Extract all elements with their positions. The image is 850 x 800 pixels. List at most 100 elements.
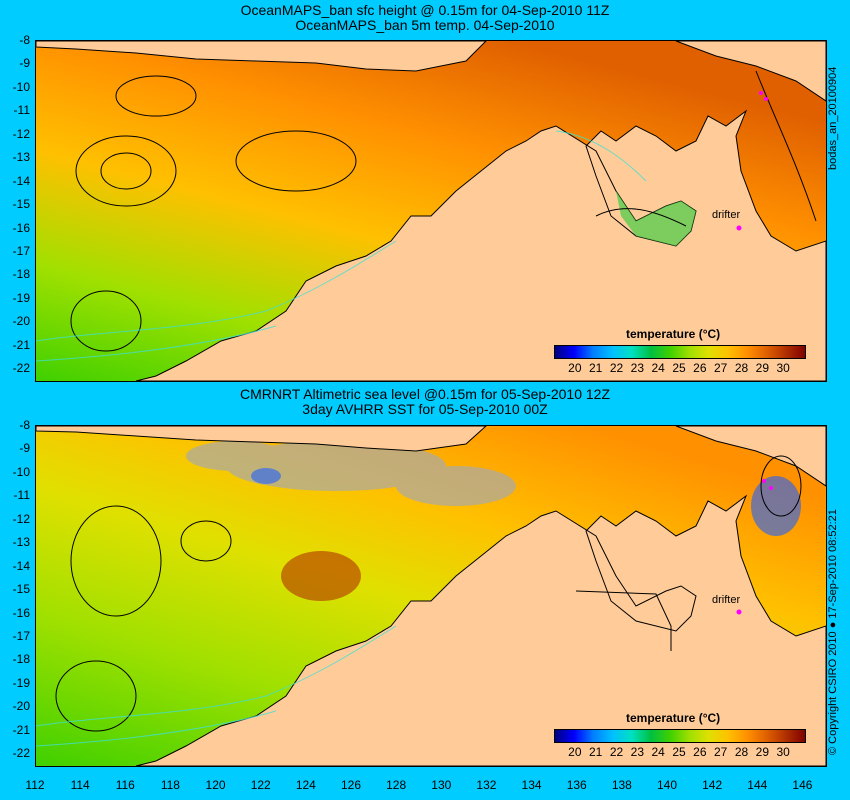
y-tick-label: -20 [12, 699, 30, 714]
colorbar-tick-label: 26 [693, 361, 707, 375]
colorbar-tick-label: 29 [755, 745, 769, 759]
top-title-line1: OceanMAPS_ban sfc height @ 0.15m for 04-… [240, 2, 610, 18]
bottom-warm-pocket [281, 551, 361, 601]
colorbar-tick-label: 29 [755, 361, 769, 375]
colorbar-tick-label: 27 [713, 361, 728, 375]
y-tick-label: -18 [12, 652, 30, 667]
x-tick-label: 142 [702, 778, 723, 792]
colorbar-tick-label: 30 [776, 745, 790, 759]
colorbar-tick-label: 22 [609, 745, 624, 759]
colorbar-tick-label: 27 [713, 745, 728, 759]
x-tick-label: 120 [205, 778, 226, 792]
colorbar-tick-label: 20 [568, 745, 582, 759]
top-height-contours [70, 70, 817, 352]
x-tick-label: 118 [160, 778, 180, 792]
top-side-label: bodas_an_20100904 [827, 66, 839, 170]
x-tick-label: 128 [386, 778, 407, 792]
y-tick-label: -16 [12, 605, 30, 620]
x-tick-label: 134 [521, 778, 542, 792]
y-tick-label: -8 [19, 418, 30, 432]
y-tick-label: -21 [12, 337, 30, 352]
x-tick-label: 126 [340, 778, 362, 792]
y-tick-label: -9 [19, 56, 30, 71]
colorbar-tick-label: 28 [734, 361, 749, 375]
x-tick-label: 124 [295, 778, 316, 792]
top-map-panel: drifter temperature (°C) 20 21 22 23 24 25 26 2… [35, 40, 827, 382]
x-tick-label: 140 [656, 778, 678, 792]
colorbar-tick-label: 23 [630, 361, 644, 375]
colorbar-tick-label: 21 [588, 361, 603, 375]
y-tick-label: -8 [19, 33, 30, 47]
bottom-indonesia-land [36, 426, 487, 452]
y-tick-label: -11 [13, 103, 30, 118]
top-colorbar [554, 345, 806, 359]
x-tick-label: 130 [431, 778, 452, 792]
top-depth-contours [36, 130, 647, 362]
colorbar-tick-label: 20 [568, 361, 582, 375]
y-tick-label: -13 [12, 150, 30, 165]
bottom-side-label: © Copyright CSIRO 2010 ● 17-Sep-2010 08:… [827, 509, 839, 755]
colorbar-tick-label: 25 [672, 745, 686, 759]
x-tick-label: 122 [250, 778, 271, 792]
y-tick-label: -21 [12, 722, 30, 737]
top-indonesia-land [36, 41, 487, 72]
y-tick-label: -15 [12, 197, 30, 212]
top-title-line2: OceanMAPS_ban 5m temp. 04-Sep-2010 [295, 17, 555, 33]
x-tick-label: 138 [611, 778, 632, 792]
bottom-title-line2: 3day AVHRR SST for 05-Sep-2010 00Z [302, 401, 548, 417]
bottom-colorbar-title: temperature (°C) [626, 711, 721, 725]
bottom-height-contours [55, 455, 802, 732]
y-tick-label: -17 [12, 244, 30, 259]
top-gulf-shelf [616, 191, 696, 246]
colorbar-tick-label: 30 [776, 361, 790, 375]
top-drifter-marks [736, 91, 768, 231]
colorbar-tick-label: 25 [672, 361, 686, 375]
bottom-cold-spots [251, 468, 801, 536]
x-tick-label: 146 [792, 778, 813, 792]
x-tick-label: 136 [566, 778, 587, 792]
y-tick-label: -18 [12, 267, 30, 282]
x-tick-label: 112 [25, 778, 45, 792]
x-tick-label: 116 [115, 778, 135, 792]
bottom-map-panel: drifter temperature (°C) 20 21 22 23 24 25 26 2… [35, 425, 827, 767]
y-tick-label: -12 [12, 126, 30, 141]
y-tick-label: -12 [12, 511, 30, 526]
bottom-title-line1: CMRNRT Altimetric sea level @0.15m for 0… [239, 386, 611, 402]
top-colorbar-title: temperature (°C) [626, 327, 721, 341]
bottom-depth-contours [36, 625, 397, 747]
y-tick-label: -19 [12, 290, 30, 305]
x-tick-label: 144 [747, 778, 768, 792]
top-drifter-label: drifter [712, 209, 741, 221]
bottom-map-svg [36, 426, 826, 766]
colorbar-tick-label: 21 [588, 745, 603, 759]
bottom-cloud-mask [186, 441, 516, 506]
y-tick-label: -10 [12, 464, 30, 479]
x-tick-label: 114 [70, 778, 90, 792]
x-tick-label: 132 [476, 778, 497, 792]
bottom-drifter-marks [736, 479, 773, 615]
colorbar-tick-label: 22 [609, 361, 624, 375]
colorbar-tick-label: 24 [651, 361, 665, 375]
colorbar-tick-label: 23 [630, 745, 644, 759]
y-tick-label: -20 [12, 314, 30, 329]
bottom-colorbar [554, 729, 806, 743]
colorbar-tick-label: 28 [734, 745, 749, 759]
y-tick-label: -17 [12, 629, 30, 644]
y-tick-label: -15 [12, 582, 30, 597]
y-tick-label: -11 [13, 488, 30, 503]
y-tick-label: -10 [12, 79, 30, 94]
y-tick-label: -19 [12, 675, 30, 690]
y-tick-label: -22 [12, 746, 30, 761]
y-tick-label: -14 [12, 558, 30, 573]
top-map-svg [36, 41, 826, 381]
y-tick-label: -13 [12, 535, 30, 550]
top-new-guinea-land [675, 41, 826, 102]
y-tick-label: -16 [12, 220, 30, 235]
colorbar-tick-label: 26 [693, 745, 707, 759]
colorbar-tick-label: 24 [651, 745, 665, 759]
y-tick-label: -22 [12, 361, 30, 376]
y-tick-label: -9 [19, 441, 30, 456]
bottom-drifter-label: drifter [712, 594, 741, 606]
bottom-australia-land [135, 494, 826, 766]
y-tick-label: -14 [12, 173, 30, 188]
